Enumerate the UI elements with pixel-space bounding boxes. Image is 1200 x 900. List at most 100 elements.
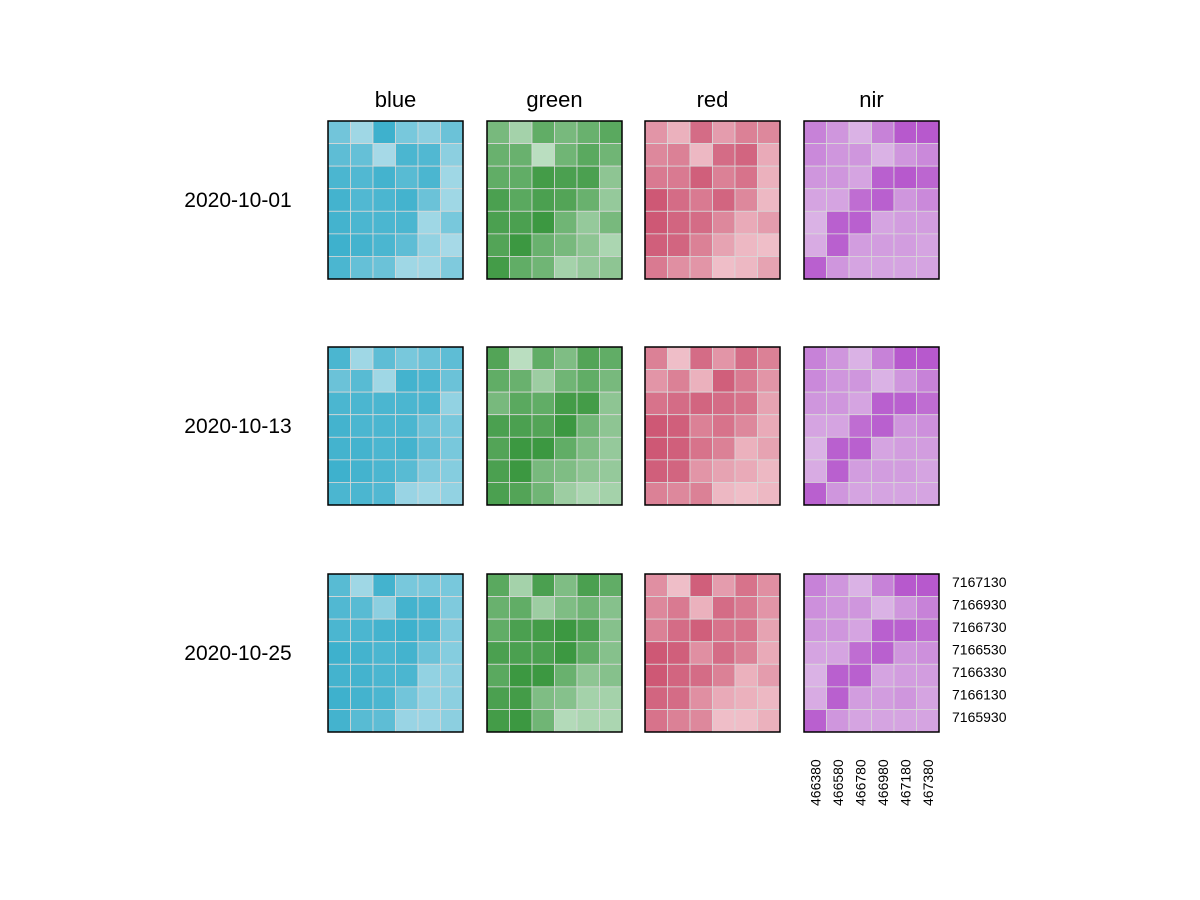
heatmap-cell (712, 459, 736, 483)
heatmap-cell (644, 641, 668, 665)
heatmap-cell (395, 618, 419, 643)
heatmap-cell (712, 165, 736, 190)
heatmap-cell (576, 369, 600, 393)
heatmap-cell (554, 618, 578, 643)
heatmap-cell (417, 618, 441, 643)
heatmap-cell (848, 369, 872, 393)
heatmap-cell (667, 436, 691, 461)
heatmap-cell (644, 482, 668, 506)
heatmap-cell (350, 233, 374, 257)
heatmap-cell (327, 641, 351, 665)
heatmap-cell (531, 143, 555, 167)
heatmap-cell (599, 233, 623, 257)
heatmap-cell (803, 256, 827, 280)
heatmap-cell (803, 482, 827, 506)
heatmap-cell (531, 165, 555, 190)
heatmap-cell (576, 709, 600, 733)
heatmap-cell (893, 346, 917, 370)
heatmap-cell (440, 596, 464, 620)
heatmap-cell (599, 686, 623, 710)
heatmap-cell (554, 573, 578, 597)
heatmap-cell (803, 233, 827, 257)
heatmap-cell (440, 188, 464, 212)
heatmap-cell (916, 369, 940, 393)
heatmap-cell (372, 369, 396, 393)
heatmap-cell (757, 391, 781, 416)
heatmap-cell (757, 369, 781, 393)
heatmap-cell (327, 391, 351, 416)
heatmap-cell (757, 663, 781, 688)
heatmap-cell (440, 482, 464, 506)
heatmap-cell (916, 256, 940, 280)
heatmap-cell (826, 120, 850, 144)
heatmap-cell (803, 573, 827, 597)
heatmap-cell (327, 459, 351, 483)
heatmap-cell (395, 256, 419, 280)
heatmap-cell (531, 120, 555, 144)
heatmap-cell (440, 641, 464, 665)
heatmap-cell (327, 686, 351, 710)
heatmap-cell (826, 686, 850, 710)
heatmap-cell (576, 459, 600, 483)
heatmap-cell (848, 256, 872, 280)
y-tick-label: 7166330 (952, 664, 1007, 680)
heatmap-cell (757, 210, 781, 235)
heatmap-cell (689, 709, 713, 733)
heatmap-cell (803, 369, 827, 393)
heatmap-cell (554, 436, 578, 461)
heatmap-cell (712, 436, 736, 461)
heatmap-cell (440, 709, 464, 733)
heatmap-cell (689, 618, 713, 643)
heatmap-cell (531, 686, 555, 710)
heatmap-cell (848, 233, 872, 257)
heatmap-cell (803, 188, 827, 212)
heatmap-cell (554, 346, 578, 370)
y-tick-label: 7166130 (952, 687, 1007, 703)
heatmap-cell (372, 346, 396, 370)
heatmap-cell (350, 346, 374, 370)
heatmap-cell (893, 120, 917, 144)
heatmap-cell (644, 686, 668, 710)
heatmap-cell (667, 618, 691, 643)
heatmap-cell (531, 436, 555, 461)
heatmap-cell (576, 143, 600, 167)
heatmap-cell (372, 709, 396, 733)
heatmap-cell (644, 256, 668, 280)
heatmap-cell (417, 414, 441, 438)
heatmap-cell (734, 709, 758, 733)
heatmap-cell (509, 256, 533, 280)
band-title: green (526, 87, 582, 112)
heatmap-cell (893, 663, 917, 688)
heatmap-cell (372, 391, 396, 416)
heatmap-cell (712, 709, 736, 733)
heatmap-cell (644, 369, 668, 393)
heatmap-cell (734, 369, 758, 393)
heatmap-cell (916, 120, 940, 144)
heatmap-cell (486, 120, 510, 144)
heatmap-cell (350, 459, 374, 483)
heatmap-cell (440, 459, 464, 483)
heatmap-cell (712, 641, 736, 665)
heatmap-cell (576, 686, 600, 710)
heatmap-cell (916, 709, 940, 733)
heatmap-cell (757, 641, 781, 665)
heatmap-cell (417, 120, 441, 144)
heatmap-cell (509, 414, 533, 438)
heatmap-cell (893, 165, 917, 190)
heatmap-cell (599, 414, 623, 438)
heatmap-cell (644, 709, 668, 733)
y-tick-label: 7166930 (952, 597, 1007, 613)
heatmap-cell (350, 369, 374, 393)
heatmap-cell (395, 596, 419, 620)
heatmap-cell (757, 414, 781, 438)
heatmap-cell (871, 459, 895, 483)
heatmap-cell (667, 369, 691, 393)
heatmap-cell (826, 210, 850, 235)
heatmap-cell (893, 641, 917, 665)
heatmap-cell (554, 210, 578, 235)
heatmap-cell (712, 120, 736, 144)
heatmap-cell (689, 120, 713, 144)
heatmap-cell (576, 414, 600, 438)
heatmap-cell (599, 143, 623, 167)
heatmap-cell (689, 641, 713, 665)
